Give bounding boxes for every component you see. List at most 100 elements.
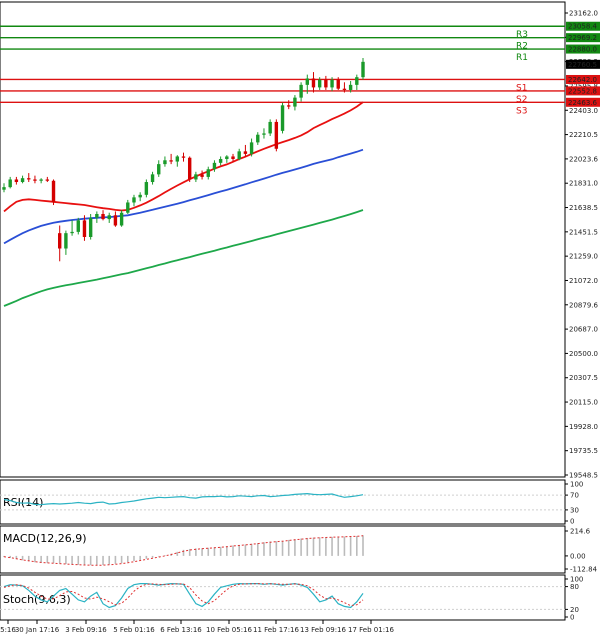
candle-body bbox=[132, 197, 136, 203]
time-tick-label: 5:16 bbox=[0, 626, 16, 634]
candle-body bbox=[218, 159, 223, 163]
price-tick-label: 21451.5 bbox=[569, 228, 598, 236]
candle-body bbox=[324, 79, 328, 88]
stochastic-tick-label: 100 bbox=[570, 576, 583, 584]
price-tick-label: 23162.0 bbox=[569, 10, 598, 18]
resistance-label-R1: R1 bbox=[516, 53, 528, 63]
rsi-tick-label: 30 bbox=[570, 506, 579, 514]
support-tag-label: 22642.0 bbox=[568, 76, 597, 84]
candle-body bbox=[200, 174, 204, 177]
price-tick-label: 22210.5 bbox=[569, 131, 598, 139]
candle-body bbox=[14, 179, 19, 183]
candle-body bbox=[175, 156, 180, 162]
candle-body bbox=[293, 97, 297, 107]
resistance-tag-bg bbox=[566, 44, 600, 54]
candle-body bbox=[262, 133, 266, 135]
candle-body bbox=[299, 84, 303, 98]
candle-body bbox=[256, 134, 260, 143]
candle-body bbox=[101, 213, 105, 220]
candle-body bbox=[58, 233, 62, 249]
macd-signal-line bbox=[3, 535, 364, 566]
candle-body bbox=[150, 174, 155, 183]
candle-body bbox=[348, 84, 353, 90]
candle-body bbox=[243, 151, 248, 154]
macd-title: MACD(12,26,9) bbox=[3, 532, 87, 545]
candle-body bbox=[107, 215, 111, 220]
rsi-line bbox=[3, 492, 364, 506]
rsi-panel: RSI(14) bbox=[0, 479, 566, 525]
candle-body bbox=[231, 156, 235, 160]
rsi-tick-label: 70 bbox=[570, 492, 579, 500]
price-tick-label: 19928.0 bbox=[569, 423, 598, 431]
candle-body bbox=[163, 160, 167, 165]
candle-body bbox=[249, 142, 254, 154]
price-tick-label: 22023.6 bbox=[569, 155, 598, 163]
macd-tick-label: 0.00 bbox=[570, 552, 586, 560]
price-level-tags: 23058.4 22969.2 22880.0 22642.0 22552.8 22463… bbox=[566, 21, 600, 107]
candle-body bbox=[64, 233, 68, 249]
candle-body bbox=[88, 217, 93, 237]
candle-body bbox=[82, 220, 87, 237]
support-tag-bg bbox=[566, 97, 600, 107]
rsi-title: RSI(14) bbox=[3, 496, 43, 509]
candle-body bbox=[336, 79, 340, 89]
candle-body bbox=[355, 77, 359, 85]
support-tag-bg bbox=[566, 86, 600, 96]
ma_fast-line bbox=[3, 101, 364, 213]
macd-histogram bbox=[3, 535, 364, 566]
candle-body bbox=[342, 88, 347, 90]
stochastic-tick-label: 0 bbox=[570, 614, 574, 622]
price-tick-label: 20115.0 bbox=[569, 399, 598, 407]
candle-body bbox=[126, 202, 130, 213]
macd-tick-label: 214.6 bbox=[570, 528, 591, 536]
candle-body bbox=[237, 151, 241, 160]
price-tick-label: 19735.5 bbox=[569, 447, 598, 455]
candle-body bbox=[206, 169, 210, 177]
support-tag-label: 22463.6 bbox=[568, 99, 597, 107]
candle-body bbox=[212, 162, 217, 170]
stochastic-panel: Stoch(9,6,3) bbox=[0, 574, 566, 621]
macd-panel: MACD(12,26,9) bbox=[0, 525, 566, 574]
resistance-tag-label: 23058.4 bbox=[568, 23, 597, 31]
time-tick-label: 6 Feb 13:16 bbox=[160, 626, 202, 634]
candle-body bbox=[95, 213, 99, 218]
candle-body bbox=[8, 179, 12, 188]
ma_mid-line bbox=[3, 148, 364, 245]
candle-body bbox=[33, 179, 37, 181]
price-tick-label: 21638.5 bbox=[569, 204, 598, 212]
price-tick-label: 20879.6 bbox=[569, 301, 598, 309]
candle-body bbox=[2, 187, 6, 190]
price-tick-label: 20687.0 bbox=[569, 326, 598, 334]
stochastic-tick-label: 20 bbox=[570, 606, 579, 614]
resistance-tag-label: 22969.2 bbox=[568, 34, 597, 42]
support-label-S1: S1 bbox=[516, 83, 527, 93]
price-tick-label: 20307.5 bbox=[569, 374, 598, 382]
candle-body bbox=[157, 164, 161, 175]
price-tick-label: 22403.0 bbox=[569, 107, 598, 115]
candle-body bbox=[70, 231, 74, 234]
candle-body bbox=[274, 121, 279, 149]
candle-body bbox=[181, 156, 186, 158]
time-tick-label: 5 Feb 01:16 bbox=[113, 626, 155, 634]
candle-body bbox=[268, 121, 272, 134]
moving-averages bbox=[3, 101, 364, 307]
candle-body bbox=[317, 79, 322, 88]
candle-body bbox=[330, 79, 334, 88]
candle-body bbox=[361, 61, 365, 78]
resistance-tag-label: 22880.0 bbox=[568, 46, 597, 54]
candle-body bbox=[169, 160, 173, 162]
candle-body bbox=[280, 105, 285, 131]
macd-tick-label: -112.84 bbox=[570, 566, 598, 574]
current-price-tag-label: 22760.5 bbox=[568, 61, 597, 69]
ma_slow-line bbox=[3, 209, 364, 307]
support-label-S2: S2 bbox=[516, 95, 527, 105]
candle-body bbox=[287, 105, 291, 107]
candle-body bbox=[27, 178, 31, 180]
candle-body bbox=[138, 194, 142, 198]
time-tick-label: 11 Feb 17:16 bbox=[253, 626, 299, 634]
rsi-tick-label: 0 bbox=[570, 518, 574, 526]
